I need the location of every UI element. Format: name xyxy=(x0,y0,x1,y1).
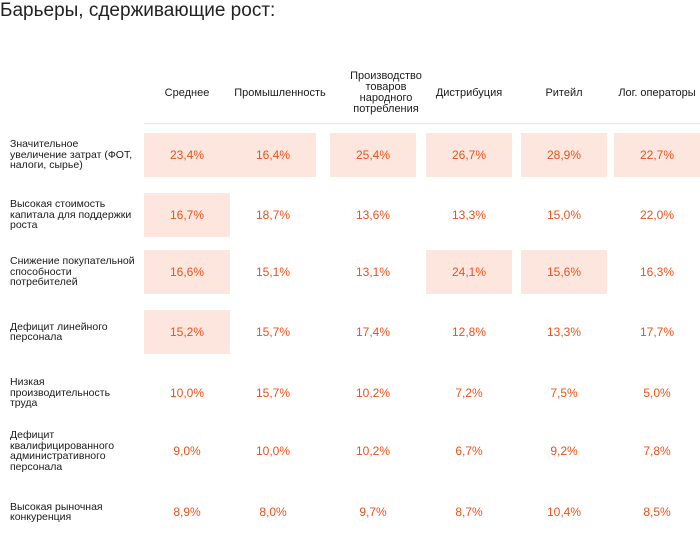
table-cell: 8,0% xyxy=(259,505,287,519)
table-header: Среднее Промышленность Производство товаро… xyxy=(0,68,700,118)
table-cell: 7,8% xyxy=(643,444,671,458)
table-cell: 15,6% xyxy=(521,250,607,294)
table-cell: 15,7% xyxy=(255,325,291,339)
table-cell: 7,2% xyxy=(455,386,483,400)
table-cell: 13,3% xyxy=(546,325,582,339)
table-cell: 8,7% xyxy=(455,505,483,519)
column-header: Промышленность xyxy=(234,86,326,99)
row-label: Снижение покупательной способности потре… xyxy=(10,255,135,289)
table-cell: 15,7% xyxy=(255,386,291,400)
table-cell: 25,4% xyxy=(330,133,416,177)
table-cell: 10,0% xyxy=(169,386,205,400)
row-label: Высокая стоимость капитала для поддержки… xyxy=(10,198,132,232)
table-row: Низкая производительность труда 10,0% 15,7… xyxy=(0,371,700,415)
table-row: Высокая стоимость капитала для поддержки… xyxy=(0,193,700,237)
table-cell: 13,3% xyxy=(451,208,487,222)
table-cell: 28,9% xyxy=(521,133,607,177)
column-header: Лог. операторы xyxy=(618,86,696,99)
table-cell: 9,2% xyxy=(550,444,578,458)
table-cell: 26,7% xyxy=(426,133,512,177)
table-row: Дефицит квалифицированного административ… xyxy=(0,429,700,473)
table-cell: 10,0% xyxy=(255,444,291,458)
table-cell: 12,8% xyxy=(451,325,487,339)
table-cell: 24,1% xyxy=(426,250,512,294)
table-cell: 10,2% xyxy=(355,444,391,458)
table-cell: 9,0% xyxy=(173,444,201,458)
row-label: Значительное увеличение затрат (ФОТ, нал… xyxy=(10,138,133,172)
table-cell: 18,7% xyxy=(255,208,291,222)
table-cell: 8,5% xyxy=(643,505,671,519)
table-cell: 17,7% xyxy=(639,325,675,339)
table-cell: 15,0% xyxy=(546,208,582,222)
header-divider xyxy=(144,123,700,124)
table-cell: 16,7% xyxy=(144,193,230,237)
table-cell: 16,4% xyxy=(230,133,316,177)
table-cell: 10,4% xyxy=(546,505,582,519)
table-cell: 5,0% xyxy=(643,386,671,400)
table-cell: 22,0% xyxy=(639,208,675,222)
page-title: Барьеры, сдерживающие рост: xyxy=(0,0,276,21)
row-label: Дефицит линейного персонала xyxy=(10,320,108,343)
table-cell: 16,6% xyxy=(144,250,230,294)
table-row: Высокая рыночная конкуренция 8,9% 8,0% 9,7%… xyxy=(0,490,700,534)
row-label: Высокая рыночная конкуренция xyxy=(10,500,103,523)
table-cell: 10,2% xyxy=(355,386,391,400)
column-header: Производство товаров народного потреблен… xyxy=(350,70,422,115)
row-label: Низкая производительность труда xyxy=(10,376,111,410)
table-row: Дефицит линейного персонала 15,2% 15,7% 17,… xyxy=(0,310,700,354)
table-cell: 13,1% xyxy=(355,265,391,279)
table-cell: 22,7% xyxy=(614,133,700,177)
table-cell: 6,7% xyxy=(455,444,483,458)
table-row: Снижение покупательной способности потре… xyxy=(0,250,700,294)
table-cell: 7,5% xyxy=(550,386,578,400)
table-cell: 13,6% xyxy=(355,208,391,222)
column-header: Ритейл xyxy=(545,86,583,99)
column-header: Дистрибуция xyxy=(435,86,503,99)
table-cell: 15,2% xyxy=(144,310,230,354)
column-header: Среднее xyxy=(164,86,210,99)
table-cell: 17,4% xyxy=(355,325,391,339)
table-cell: 9,7% xyxy=(359,505,387,519)
table-cell: 15,1% xyxy=(255,265,291,279)
table-cell: 8,9% xyxy=(173,505,201,519)
table-cell: 23,4% xyxy=(144,133,230,177)
table-row: Значительное увеличение затрат (ФОТ, нал… xyxy=(0,133,700,177)
row-label: Дефицит квалифицированного административ… xyxy=(10,429,115,473)
table-cell: 16,3% xyxy=(639,265,675,279)
